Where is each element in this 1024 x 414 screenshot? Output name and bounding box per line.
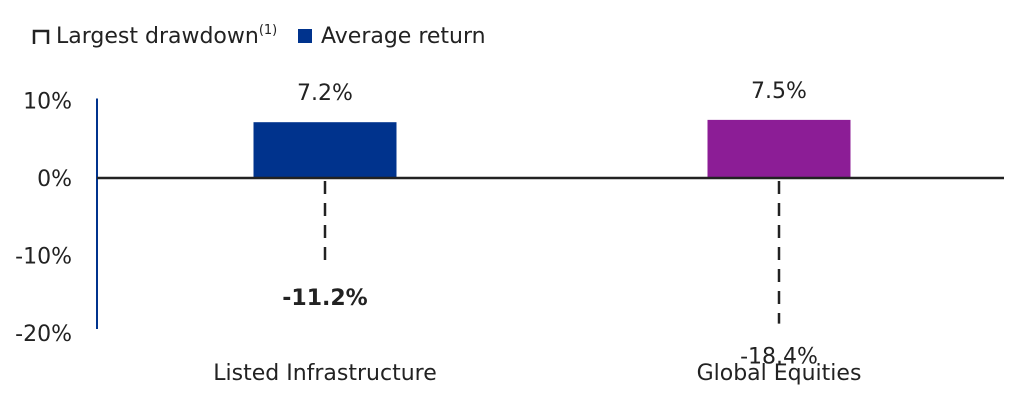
legend-average-swatch [298, 29, 312, 43]
legend-drawdown-icon [32, 29, 50, 44]
y-tick-label: 10% [23, 90, 72, 115]
average-return-label: 7.5% [751, 79, 807, 104]
category-label: Listed Infrastructure [213, 361, 437, 386]
average-return-label: 7.2% [297, 81, 353, 106]
legend-drawdown-label: Largest drawdown(1) [56, 23, 277, 49]
average-return-bar [707, 119, 851, 178]
y-tick-label: -20% [15, 322, 72, 347]
legend: Largest drawdown(1) Average return [32, 23, 486, 49]
y-tick-label: 0% [37, 167, 72, 192]
y-tick-label: -10% [15, 245, 72, 270]
drawdown-label: -18.4% [740, 345, 818, 370]
legend-average-label: Average return [321, 24, 486, 49]
plot-area: 10% 0% -10% -20% 7.2% -11.2% Listed Infrastruc… [15, 79, 1004, 386]
category-label: Global Equities [697, 361, 862, 386]
average-return-bar [253, 122, 397, 178]
drawdown-label: -11.2% [282, 286, 367, 311]
